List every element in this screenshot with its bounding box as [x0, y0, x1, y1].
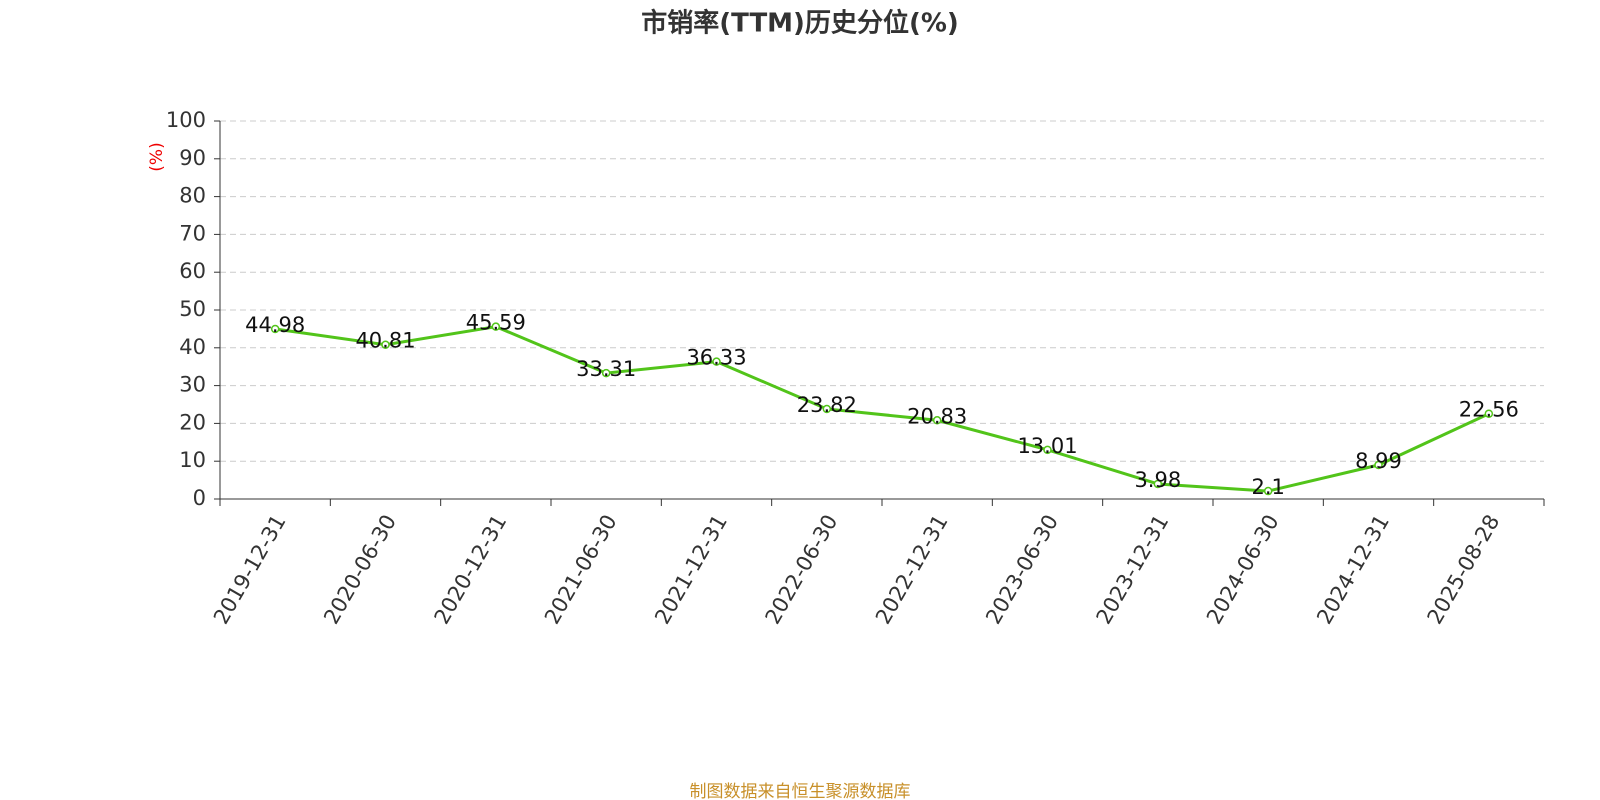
point: [1153, 479, 1163, 489]
data-label: 8.99: [1355, 449, 1402, 473]
x-tick-label: 2023-12-31: [1092, 511, 1174, 629]
y-tick-label: 60: [179, 259, 206, 283]
point: [932, 416, 942, 425]
x-tick-label: 2022-12-31: [871, 511, 953, 629]
y-tick-label: 40: [179, 335, 206, 359]
data-label: 23.82: [797, 393, 857, 417]
data-label: 36.33: [686, 346, 746, 370]
point: [270, 324, 280, 334]
data-label: 40.81: [355, 329, 415, 353]
y-tick-label: 100: [166, 108, 206, 132]
data-label: 2.1: [1251, 475, 1284, 499]
data-label: 33.31: [576, 357, 636, 381]
x-tick-label: 2019-12-31: [209, 511, 291, 629]
point: [601, 368, 611, 378]
x-tick-label: 2021-06-30: [540, 511, 622, 629]
point: [1043, 445, 1052, 455]
x-tick-label: 2025-08-28: [1423, 511, 1505, 629]
point: [1484, 409, 1494, 418]
x-tick-label: 2020-12-31: [430, 511, 512, 629]
x-tick-label: 2022-06-30: [761, 511, 843, 629]
data-label: 3.98: [1134, 468, 1181, 492]
y-tick-label: 70: [179, 221, 206, 245]
point: [1263, 486, 1273, 496]
data-label: 22.56: [1459, 398, 1519, 422]
x-tick-label: 2023-06-30: [981, 511, 1063, 629]
point: [491, 322, 501, 331]
y-tick-label: 30: [179, 373, 206, 397]
x-tick-label: 2024-12-31: [1312, 511, 1394, 629]
point: [1374, 460, 1383, 470]
x-tick-label: 2020-06-30: [319, 511, 401, 629]
point: [822, 404, 832, 414]
y-tick-label: 20: [179, 410, 206, 434]
data-label: 20.83: [907, 404, 967, 428]
data-label: 45.59: [466, 311, 526, 335]
point: [712, 357, 721, 366]
y-tick-label: 90: [179, 146, 206, 170]
data-label: 44.98: [245, 313, 305, 337]
x-tick-label: 2021-12-31: [650, 511, 732, 629]
y-tick-label: 10: [179, 448, 206, 472]
y-tick-label: 0: [193, 486, 206, 510]
source-note: 制图数据来自恒生聚源数据库: [690, 782, 911, 800]
line: [274, 325, 1490, 493]
data-label: 13.01: [1017, 434, 1077, 458]
y-tick-label: 80: [179, 184, 206, 208]
chart-title: 市销率(TTM)历史分位(%): [641, 8, 959, 39]
y-tick-label: 50: [179, 297, 206, 321]
point: [381, 340, 390, 349]
x-tick-label: 2024-06-30: [1202, 511, 1284, 629]
y-axis-label: (%): [147, 142, 167, 171]
